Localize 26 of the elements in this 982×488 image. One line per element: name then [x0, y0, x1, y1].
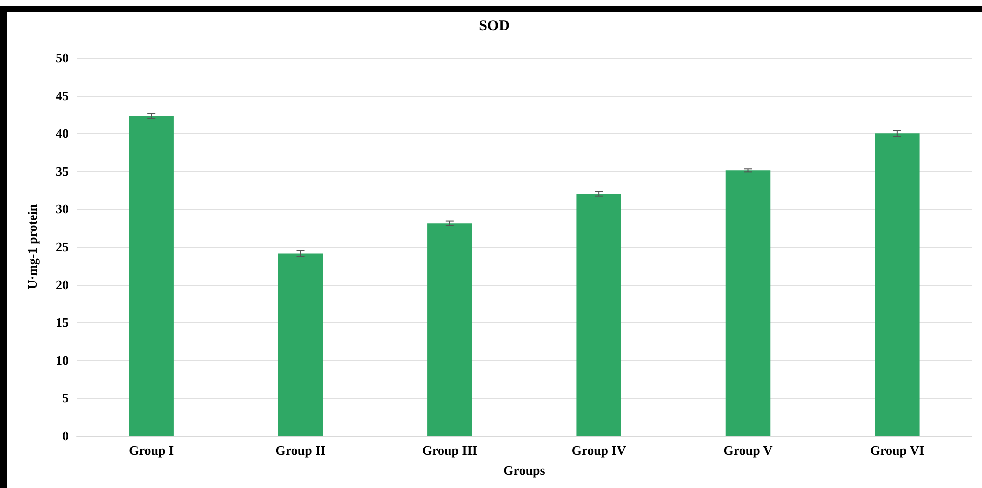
- x-tick-label: Group V: [724, 443, 774, 458]
- x-tick-label: Group II: [276, 443, 326, 458]
- y-tick-label: 20: [56, 277, 69, 292]
- bar: [875, 134, 920, 436]
- y-tick-label: 10: [56, 352, 69, 368]
- y-tick-label: 30: [56, 202, 69, 217]
- y-tick-label: 50: [56, 50, 69, 66]
- bar: [428, 224, 472, 436]
- bar: [278, 254, 324, 436]
- y-tick-label: 25: [56, 240, 70, 254]
- bar: [129, 116, 174, 436]
- y-tick-label: 45: [56, 88, 70, 104]
- bar: [726, 170, 771, 436]
- chart-title: SOD: [479, 18, 510, 34]
- y-tick-label: 15: [56, 315, 70, 330]
- y-tick-label: 40: [56, 126, 69, 142]
- x-tick-label: Group VI: [870, 443, 924, 458]
- y-tick-label: 35: [56, 164, 70, 179]
- x-tick-label: Group III: [422, 443, 478, 458]
- y-tick-label: 5: [62, 390, 70, 406]
- bar: [576, 194, 622, 436]
- x-tick-label: Group IV: [572, 443, 627, 458]
- y-tick-label: 0: [62, 428, 69, 444]
- x-axis-title: Groups: [504, 463, 546, 478]
- y-axis-title: U·mg-1 protein: [25, 204, 40, 290]
- x-tick-label: Group I: [129, 443, 174, 458]
